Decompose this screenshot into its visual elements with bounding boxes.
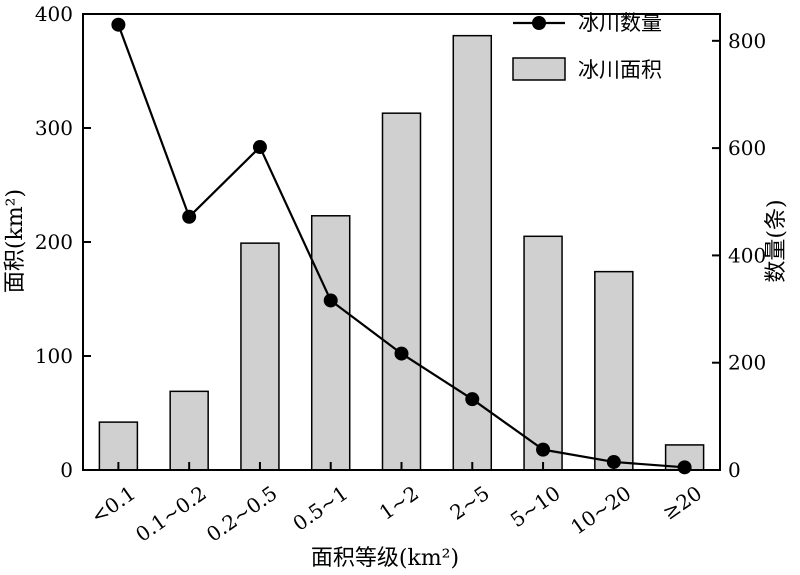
right-tick-label: 800 xyxy=(728,29,766,53)
x-axis-ticks: <0.10.1~0.20.2~0.5 0.5~1 1~2 2~5 5~10 10~20 ≥2… xyxy=(86,462,706,547)
x-tick-label: 0.5~1 xyxy=(288,481,352,536)
x-tick-label: 1~2 xyxy=(375,481,423,525)
left-axis-ticks: 0 100 200 300 400 xyxy=(35,2,91,482)
legend-label-area: 冰川面积 xyxy=(578,58,662,82)
x-axis-title: 面积等级(km²) xyxy=(311,546,459,571)
count-point xyxy=(111,17,126,32)
left-tick-label: 200 xyxy=(35,230,73,254)
left-tick-label: 300 xyxy=(35,116,73,140)
legend-marker-swatch xyxy=(532,16,546,30)
legend-label-count: 冰川数量 xyxy=(578,11,662,35)
x-tick-label: <0.1 xyxy=(86,481,140,529)
count-point xyxy=(323,293,338,308)
right-tick-label: 600 xyxy=(728,136,766,160)
count-point xyxy=(536,442,551,457)
left-tick-label: 400 xyxy=(35,2,73,26)
count-point xyxy=(252,140,267,155)
area-bar xyxy=(240,242,280,471)
legend-bar-swatch xyxy=(512,57,566,81)
right-axis-ticks: 0 200 400 600 800 xyxy=(712,29,766,482)
legend: 冰川数量 冰川面积 xyxy=(512,11,662,82)
x-tick-label: 0.1~0.2 xyxy=(131,481,211,547)
x-tick-label: 2~5 xyxy=(446,481,494,525)
x-tick-label: 10~20 xyxy=(566,481,635,539)
area-bar xyxy=(310,215,351,471)
area-bar xyxy=(523,235,563,471)
right-tick-label: 400 xyxy=(728,243,766,267)
count-point xyxy=(465,392,480,407)
count-point xyxy=(394,346,409,361)
x-tick-label: 0.2~0.5 xyxy=(202,481,282,547)
right-tick-label: 200 xyxy=(728,351,766,375)
x-tick-label: ≥20 xyxy=(658,481,706,525)
right-axis-title: 数量(条) xyxy=(764,199,789,282)
area-bars xyxy=(98,34,705,471)
left-axis-title: 面积(km²) xyxy=(3,189,28,293)
count-point xyxy=(182,209,197,224)
count-point xyxy=(606,454,621,469)
right-tick-label: 0 xyxy=(728,458,741,482)
area-bar xyxy=(381,112,422,471)
x-tick-label: 5~10 xyxy=(506,481,565,532)
left-tick-label: 0 xyxy=(60,458,73,482)
area-bar xyxy=(594,270,634,471)
left-tick-label: 100 xyxy=(35,344,73,368)
area-bar xyxy=(169,390,209,471)
